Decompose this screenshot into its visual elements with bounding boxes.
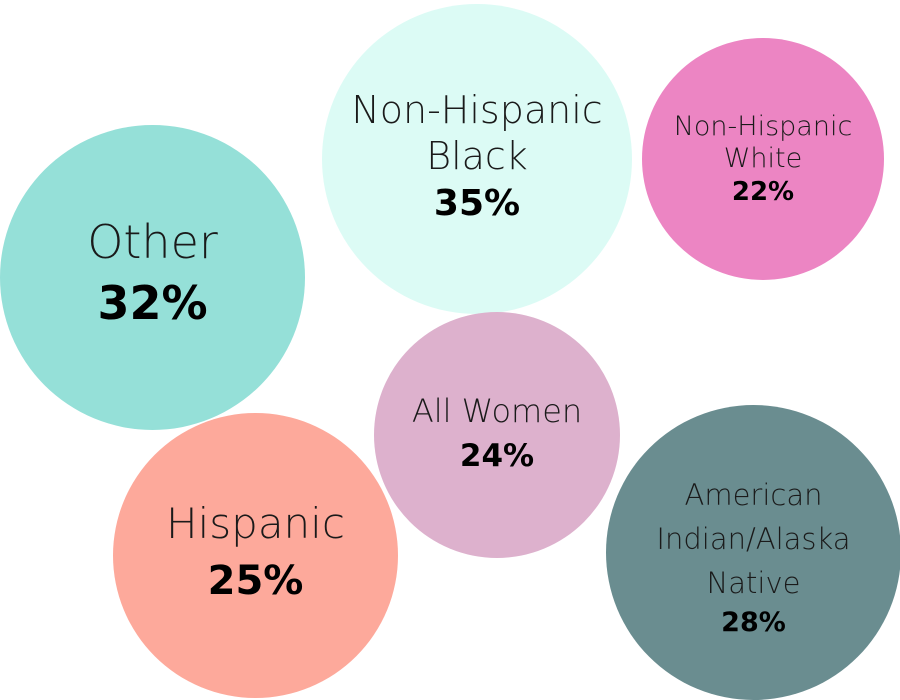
bubble-value-hispanic: 25%: [207, 557, 304, 604]
bubble-label-nhw-line-1: Non-Hispanic: [673, 110, 853, 142]
bubble-label-all-women: All Women: [412, 392, 582, 430]
bubble-non-hispanic-black: Non-Hispanic Black 35%: [322, 4, 632, 314]
bubble-label-his-line-1: Hispanic: [166, 499, 345, 549]
bubble-other: Other 32%: [0, 125, 305, 430]
bubble-hispanic: Hispanic 25%: [113, 413, 398, 698]
bubble-value-all-women: 24%: [459, 438, 535, 475]
bubble-value-non-hispanic-black: 35%: [433, 183, 521, 225]
bubble-label-non-hispanic-white: Non-Hispanic White: [674, 111, 853, 176]
bubble-label-aian-line-2: Indian/Alaska: [656, 521, 851, 556]
bubble-label-all-line-1: All Women: [411, 391, 583, 430]
bubble-value-non-hispanic-white: 22%: [731, 177, 795, 208]
bubble-label-aian-line-3: Native: [706, 566, 801, 601]
bubble-value-other: 32%: [97, 276, 208, 331]
bubble-label-nhb-line-2: Black: [426, 133, 528, 178]
bubble-label-aian-line-1: American: [684, 477, 823, 512]
bubble-non-hispanic-white: Non-Hispanic White 22%: [642, 38, 884, 280]
bubble-label-other: Other: [87, 215, 218, 270]
bubble-label-nhw-line-2: White: [723, 143, 803, 174]
bubble-label-non-hispanic-black: Non-Hispanic Black: [351, 88, 602, 179]
bubble-label-hispanic: Hispanic: [166, 499, 345, 549]
bubble-value-american-indian-alaska-native: 28%: [721, 607, 786, 639]
bubble-all-women: All Women 24%: [374, 312, 620, 558]
bubble-label-american-indian-alaska-native: American Indian/Alaska Native: [656, 473, 850, 605]
bubble-label-other-line-1: Other: [87, 214, 218, 269]
bubble-american-indian-alaska-native: American Indian/Alaska Native 28%: [606, 405, 900, 700]
bubble-label-nhb-line-1: Non-Hispanic: [351, 87, 603, 132]
